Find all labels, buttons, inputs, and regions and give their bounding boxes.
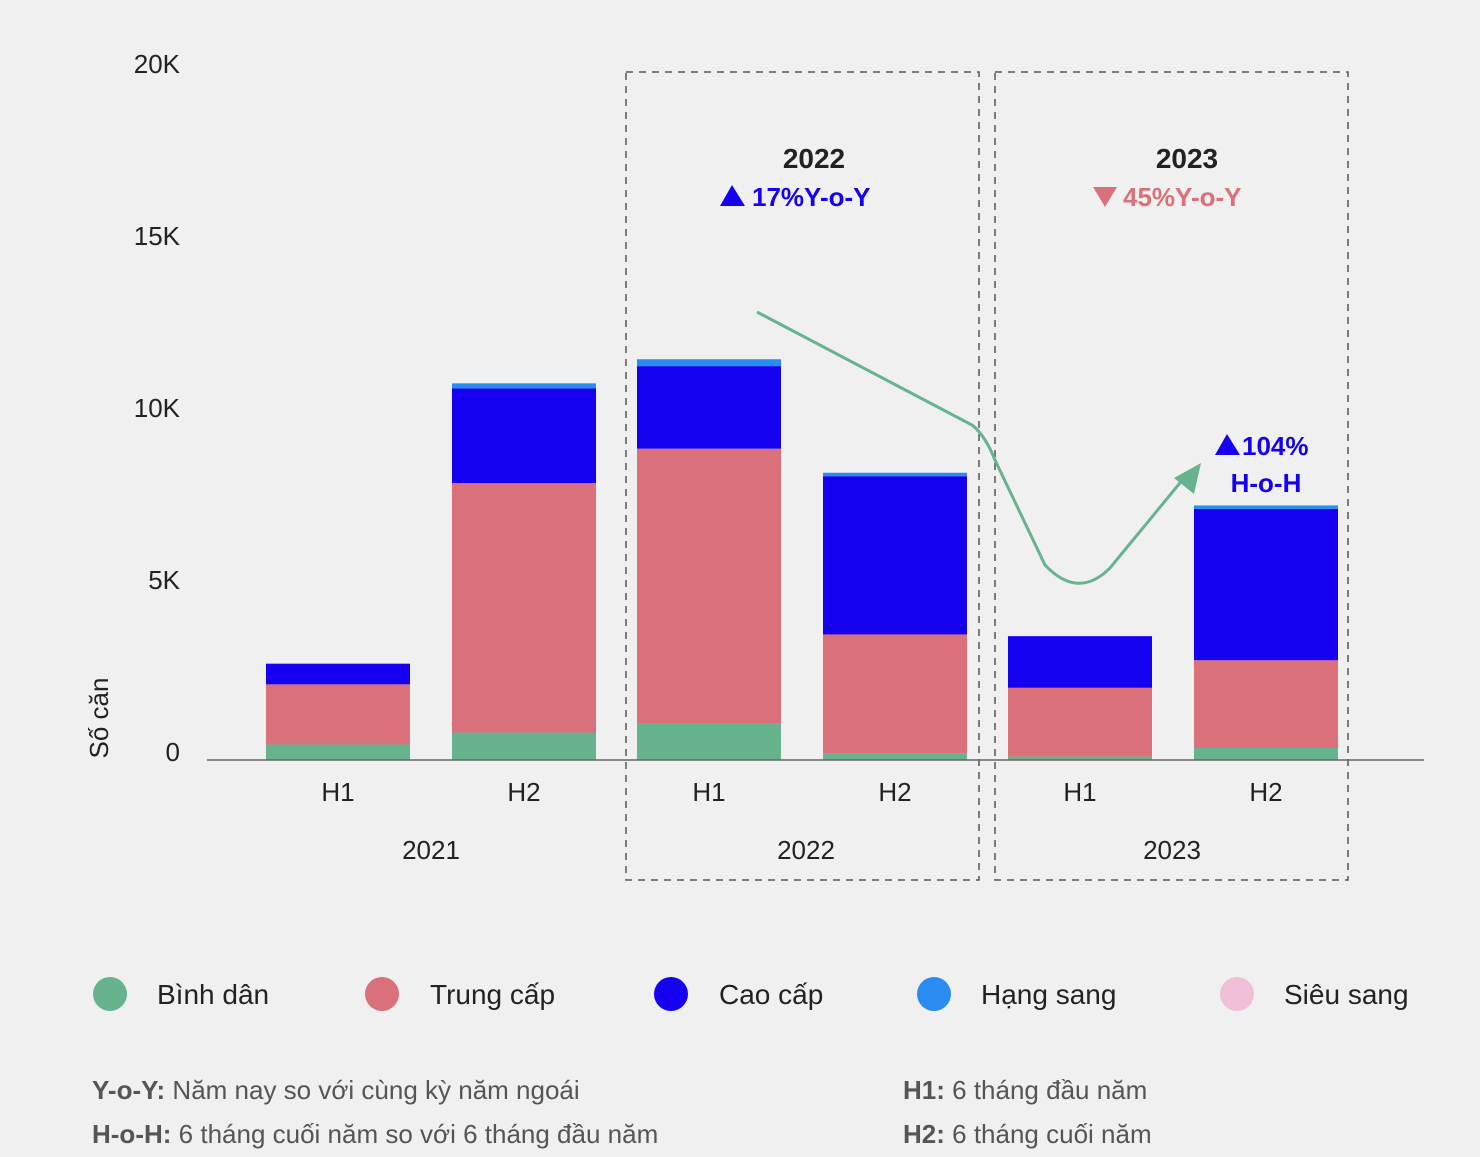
- legend-marker-sieu-sang: [1220, 977, 1254, 1011]
- bar-segment: [1008, 687, 1152, 757]
- bar-segment: [452, 483, 596, 733]
- bar-segment: [823, 753, 967, 760]
- bar-segment: [1194, 660, 1338, 748]
- bar-segment: [637, 448, 781, 724]
- hoh-change-value: 104%: [1242, 431, 1309, 461]
- annotation-year-2023: 2023: [1156, 143, 1218, 174]
- y-tick-label: 10K: [134, 393, 181, 423]
- bar-segment: [266, 684, 410, 745]
- bar-segment: [637, 359, 781, 367]
- bar-segment: [637, 366, 781, 449]
- y-tick-label: 5K: [148, 565, 180, 595]
- year-box-2022: [625, 71, 980, 881]
- bar-segment: [823, 472, 967, 477]
- trend-arrow-line: [756, 310, 1186, 585]
- legend-label-binh-dan: Bình dân: [157, 979, 269, 1010]
- bar-segment: [1194, 508, 1338, 661]
- bar-segment: [1008, 636, 1152, 688]
- footnote-key: H-o-H:: [92, 1119, 172, 1149]
- x-tick-label: H2: [507, 777, 540, 807]
- footnote-text: Năm nay so với cùng kỳ năm ngoái: [172, 1075, 580, 1105]
- bar-segment: [452, 732, 596, 760]
- triangle-down-icon: [1093, 187, 1117, 207]
- y-tick-label: 20K: [134, 49, 181, 79]
- bar-segment: [266, 744, 410, 760]
- footnote-key: Y-o-Y:: [92, 1075, 166, 1105]
- bar-segment: [823, 634, 967, 754]
- yoy-change-2022: 17%Y-o-Y: [752, 182, 871, 212]
- x-tick-label: H1: [1063, 777, 1096, 807]
- legend-label-hang-sang: Hạng sang: [981, 979, 1116, 1010]
- footnote-key: H2:: [903, 1119, 945, 1149]
- hoh-change-label: H-o-H: [1231, 468, 1302, 498]
- bar-segment: [1194, 747, 1338, 760]
- legend-label-cao-cap: Cao cấp: [719, 979, 823, 1010]
- footnote-yoy: Y-o-Y: Năm nay so với cùng kỳ năm ngoái: [92, 1075, 580, 1106]
- legend-label-sieu-sang: Siêu sang: [1284, 979, 1409, 1010]
- footnote-key: H1:: [903, 1075, 945, 1105]
- bar-segment: [1008, 756, 1152, 760]
- footnote-h1: H1: 6 tháng đầu năm: [903, 1075, 1147, 1106]
- year-group-label: 2021: [402, 835, 460, 865]
- x-tick-label: H2: [1249, 777, 1282, 807]
- legend-marker-hang-sang: [917, 977, 951, 1011]
- legend-marker-binh-dan: [93, 977, 127, 1011]
- footnote-text: 6 tháng cuối năm: [952, 1119, 1152, 1149]
- legend-marker-trung-cap: [365, 977, 399, 1011]
- year-group-label: 2023: [1143, 835, 1201, 865]
- footnote-h2: H2: 6 tháng cuối năm: [903, 1119, 1152, 1150]
- year-group-label: 2022: [777, 835, 835, 865]
- arrow-head-icon: [1174, 463, 1201, 494]
- bar-segment: [266, 663, 410, 685]
- triangle-up-icon: [1215, 434, 1240, 455]
- x-tick-label: H1: [692, 777, 725, 807]
- annotation-year-2022: 2022: [783, 143, 845, 174]
- y-tick-label: 0: [166, 737, 180, 767]
- bar-segment: [1194, 505, 1338, 509]
- x-tick-label: H1: [321, 777, 354, 807]
- bar-segment: [452, 388, 596, 484]
- bar-segment: [637, 723, 781, 760]
- bar-segment: [452, 383, 596, 389]
- year-box-2023: [994, 71, 1349, 881]
- triangle-up-icon: [720, 185, 745, 206]
- footnote-text: 6 tháng đầu năm: [952, 1075, 1148, 1105]
- y-tick-label: 15K: [134, 221, 181, 251]
- y-axis-label: Số căn: [84, 678, 114, 759]
- bar-segment: [823, 476, 967, 635]
- legend-label-trung-cap: Trung cấp: [430, 979, 555, 1010]
- footnote-text: 6 tháng cuối năm so với 6 tháng đầu năm: [178, 1119, 659, 1149]
- legend-marker-cao-cap: [654, 977, 688, 1011]
- x-tick-label: H2: [878, 777, 911, 807]
- yoy-change-2023: 45%Y-o-Y: [1123, 182, 1242, 212]
- bars: [266, 359, 1338, 760]
- footnote-hoh: H-o-H: 6 tháng cuối năm so với 6 tháng đ…: [92, 1119, 658, 1150]
